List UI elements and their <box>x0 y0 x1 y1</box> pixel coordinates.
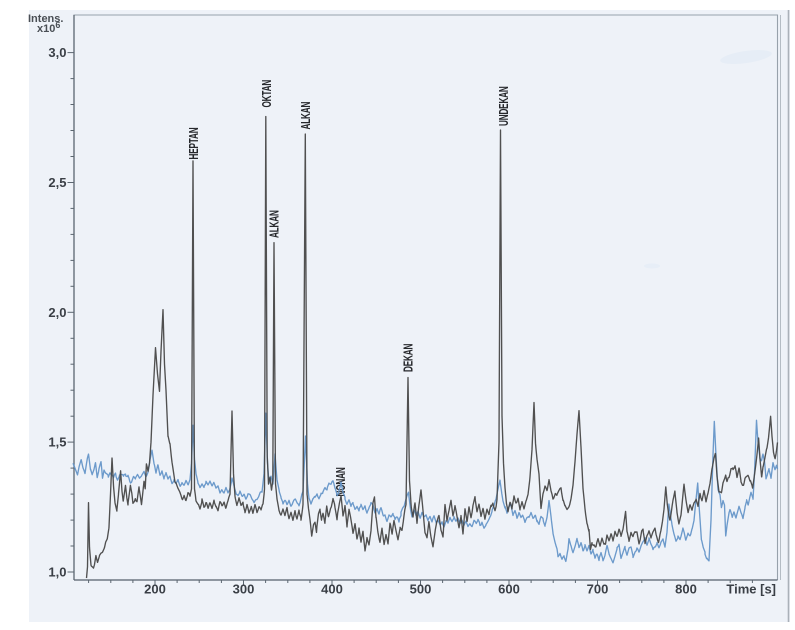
svg-text:200: 200 <box>144 582 166 597</box>
svg-text:800: 800 <box>675 582 697 597</box>
svg-text:1,0: 1,0 <box>48 565 66 580</box>
svg-text:3,0: 3,0 <box>48 45 66 60</box>
svg-text:300: 300 <box>233 582 255 597</box>
svg-text:HEPTAN: HEPTAN <box>187 127 201 159</box>
svg-text:1,5: 1,5 <box>48 435 66 450</box>
svg-text:600: 600 <box>498 582 520 597</box>
svg-text:2,5: 2,5 <box>48 175 66 190</box>
svg-text:700: 700 <box>587 582 609 597</box>
svg-text:500: 500 <box>410 582 432 597</box>
svg-text:UNDEKAN: UNDEKAN <box>497 86 511 126</box>
svg-text:Time [s]: Time [s] <box>726 582 776 597</box>
svg-text:2,0: 2,0 <box>48 305 66 320</box>
svg-text:ALKAN: ALKAN <box>299 101 313 129</box>
svg-text:ALKAN: ALKAN <box>268 210 282 238</box>
svg-text:x106: x106 <box>37 20 60 35</box>
svg-text:Intens.: Intens. <box>28 13 63 25</box>
svg-text:OKTAN: OKTAN <box>260 80 274 108</box>
svg-text:DEKAN: DEKAN <box>402 344 416 372</box>
svg-text:400: 400 <box>321 582 343 597</box>
